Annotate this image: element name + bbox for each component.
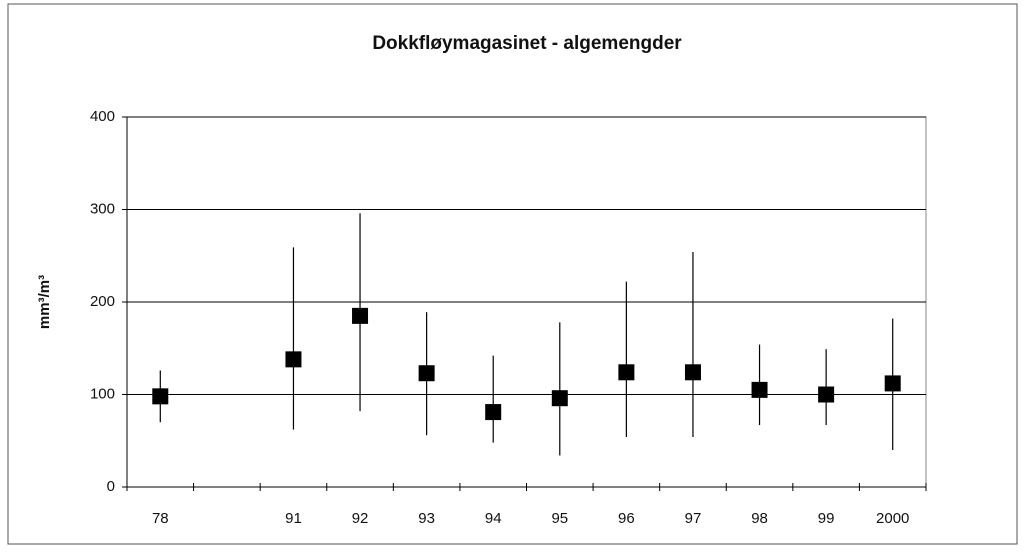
point	[818, 386, 835, 403]
point	[285, 351, 302, 368]
x-tick-label: 92	[352, 510, 369, 527]
point	[551, 390, 568, 407]
x-tick-label: 93	[418, 510, 435, 527]
y-axis-label: mm³/m³	[36, 275, 53, 329]
y-tick-label: 400	[90, 108, 115, 125]
point	[684, 364, 701, 381]
y-tick-label: 300	[90, 200, 115, 217]
x-tick-label: 99	[818, 510, 835, 527]
x-tick-label: 78	[152, 510, 169, 527]
y-tick-label: 100	[90, 385, 115, 402]
chart-frame	[7, 3, 1018, 545]
x-tick-label: 2000	[876, 510, 909, 527]
y-tick-label: 0	[107, 478, 115, 495]
x-tick-label: 96	[618, 510, 635, 527]
x-tick-label: 94	[485, 510, 502, 527]
x-tick-label: 91	[285, 510, 302, 527]
point	[418, 365, 435, 382]
y-tick-label: 200	[90, 293, 115, 310]
point	[485, 404, 502, 421]
x-tick-label: 95	[551, 510, 568, 527]
x-tick-label: 98	[751, 510, 768, 527]
point	[352, 307, 369, 324]
point	[751, 381, 768, 398]
point	[884, 375, 901, 392]
point	[618, 364, 635, 381]
x-tick-label: 97	[685, 510, 702, 527]
point	[152, 388, 169, 405]
chart-title: Dokkfløymagasinet - algemengder	[372, 33, 682, 54]
